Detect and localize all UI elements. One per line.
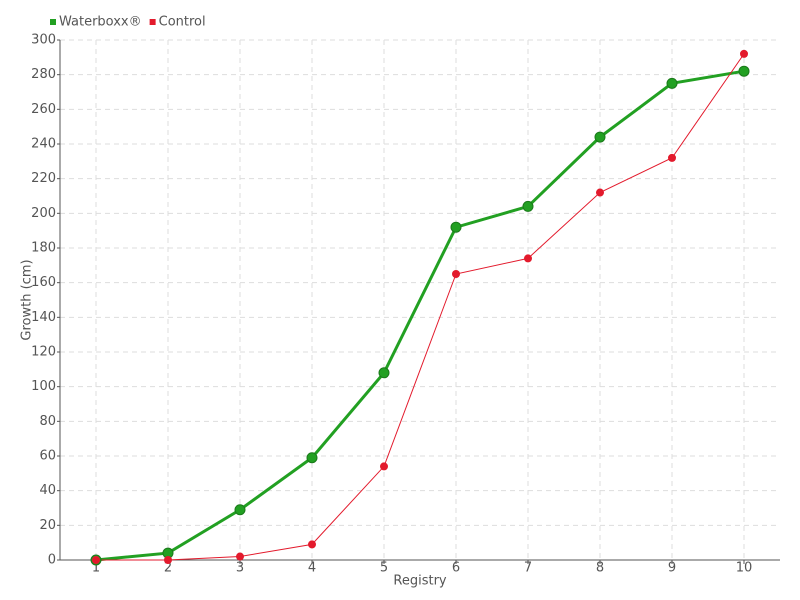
data-point [738, 65, 750, 77]
data-point [594, 131, 606, 143]
y-tick-label: 240 [31, 137, 56, 152]
y-tick-label: 60 [39, 449, 56, 464]
x-tick-label: 4 [308, 561, 316, 576]
x-tick-label: 9 [668, 561, 676, 576]
x-tick-label: 3 [236, 561, 244, 576]
series-line [95, 69, 745, 562]
data-point [740, 49, 748, 58]
legend-label: Control [159, 15, 206, 30]
y-tick-label: 140 [31, 310, 56, 325]
legend-label: Waterboxx® [59, 15, 142, 30]
y-tick-label: 160 [31, 275, 56, 290]
y-tick-label: 20 [39, 518, 56, 533]
data-point [380, 462, 388, 471]
data-point [524, 254, 532, 263]
data-point [378, 367, 390, 379]
x-tick-label: 7 [524, 561, 532, 576]
data-point [306, 452, 318, 464]
y-tick-label: 280 [31, 67, 56, 82]
legend-marker [149, 19, 156, 25]
data-point [522, 200, 534, 212]
data-point [236, 552, 244, 561]
y-tick-label: 260 [31, 102, 56, 117]
y-axis-label: Growth (cm) [20, 259, 35, 340]
x-tick-label: 2 [164, 561, 172, 576]
y-tick-label: 200 [31, 206, 56, 221]
data-point [308, 540, 316, 549]
series-line [96, 53, 745, 561]
data-point [452, 270, 460, 278]
y-tick-label: 80 [39, 414, 56, 429]
x-axis-label: Registry [393, 574, 447, 589]
x-tick-label: 1 [92, 561, 100, 576]
y-tick-label: 120 [31, 345, 56, 360]
data-point [450, 221, 462, 233]
data-point [164, 556, 172, 564]
x-tick-label: 5 [380, 561, 388, 576]
x-tick-label: 6 [452, 561, 460, 576]
y-tick-label: 180 [31, 241, 56, 256]
data-point [234, 504, 246, 516]
x-tick-label: 10 [736, 561, 753, 576]
legend-marker [50, 19, 56, 25]
y-tick-label: 100 [31, 379, 56, 394]
data-point [596, 188, 604, 197]
y-tick-label: 0 [48, 553, 56, 568]
data-point [92, 556, 100, 564]
y-tick-label: 300 [31, 33, 56, 48]
y-tick-label: 220 [31, 171, 56, 186]
x-tick-label: 8 [596, 561, 604, 576]
y-tick-label: 40 [39, 483, 56, 498]
data-point [666, 77, 678, 89]
data-point [668, 153, 676, 162]
